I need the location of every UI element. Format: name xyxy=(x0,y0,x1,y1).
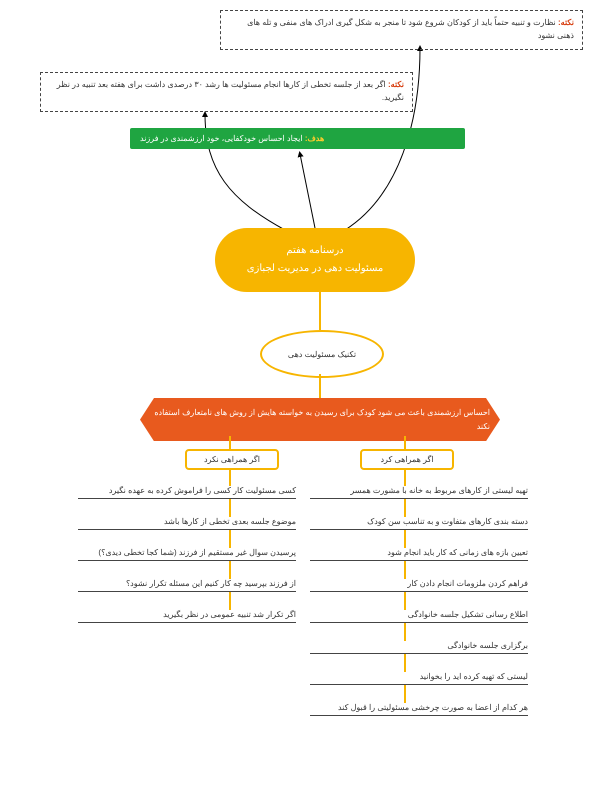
connector-banner-left xyxy=(229,436,231,449)
branch-right-label: اگر همراهی کرد xyxy=(380,455,433,464)
step-item: پرسیدن سوال غیر مستقیم از فرزند (شما کجا… xyxy=(78,548,296,561)
note-label-1: نکته: xyxy=(556,18,574,27)
connector-left-col xyxy=(229,470,231,486)
connector-step xyxy=(229,561,231,579)
connector-step xyxy=(229,499,231,517)
goal-box: هدف: ایجاد احساس خودکفایی، خود ارزشمندی … xyxy=(130,128,465,149)
step-item: اگر تکرار شد تنبیه عمومی در نظر بگیرید xyxy=(78,610,296,623)
connector-step xyxy=(404,530,406,548)
step-item: تعیین بازه های زمانی که کار باید انجام ش… xyxy=(310,548,528,561)
connector-oval-banner xyxy=(319,374,321,398)
step-item: هر کدام از اعضا به صورت چرخشی مسئولیتی ر… xyxy=(310,703,528,716)
main-node: درسنامه هفتم مسئولیت دهی در مدیریت لجباز… xyxy=(215,228,415,292)
note-box-1: نکته: نظارت و تنبیه حتماً باید از کودکان… xyxy=(220,10,583,50)
step-item: فراهم کردن ملزومات انجام دادن کار xyxy=(310,579,528,592)
note-text-2: اگر بعد از جلسه تخطی از کارها انجام مسئو… xyxy=(57,80,404,102)
connector-step xyxy=(404,561,406,579)
connector-right-col xyxy=(404,470,406,486)
step-item: لیستی که تهیه کرده اید را بخوانید xyxy=(310,672,528,685)
branch-left-label: اگر همراهی نکرد xyxy=(204,455,260,464)
connector-main-oval xyxy=(319,292,321,330)
connector-step xyxy=(404,654,406,672)
main-line2: مسئولیت دهی در مدیریت لجبازی xyxy=(219,260,411,278)
note-text-1: نظارت و تنبیه حتماً باید از کودکان شروع … xyxy=(247,18,574,40)
step-item: موضوع جلسه بعدی تخطی از کارها باشد xyxy=(78,517,296,530)
note-box-2: نکته: اگر بعد از جلسه تخطی از کارها انجا… xyxy=(40,72,413,112)
main-line1: درسنامه هفتم xyxy=(219,242,411,260)
connector-step xyxy=(404,685,406,703)
orange-banner: احساس ارزشمندی باعث می شود کودک برای رسی… xyxy=(140,398,500,441)
step-item: از فرزند بپرسید چه کار کنیم این مسئله تک… xyxy=(78,579,296,592)
branch-title-left: اگر همراهی نکرد xyxy=(185,449,279,470)
connector-step xyxy=(404,592,406,610)
connector-step xyxy=(404,623,406,641)
orange-banner-text: احساس ارزشمندی باعث می شود کودک برای رسی… xyxy=(154,408,490,431)
technique-text: تکنیک مسئولیت دهی xyxy=(288,350,356,359)
technique-node: تکنیک مسئولیت دهی xyxy=(260,330,384,378)
step-item: کسی مسئولیت کار کسی را فراموش کرده به عه… xyxy=(78,486,296,499)
connector-step xyxy=(229,530,231,548)
note-label-2: نکته: xyxy=(386,80,404,89)
step-item: اطلاع رسانی تشکیل جلسه خانوادگی xyxy=(310,610,528,623)
connector-banner-right xyxy=(404,436,406,449)
step-item: دسته بندی کارهای متفاوت و به تناسب سن کو… xyxy=(310,517,528,530)
step-item: تهیه لیستی از کارهای مربوط به خانه با مش… xyxy=(310,486,528,499)
branch-title-right: اگر همراهی کرد xyxy=(360,449,454,470)
step-item: برگزاری جلسه خانوادگی xyxy=(310,641,528,654)
connector-step xyxy=(229,592,231,610)
connector-step xyxy=(404,499,406,517)
goal-text: هدف: ایجاد احساس خودکفایی، خود ارزشمندی … xyxy=(140,134,324,143)
